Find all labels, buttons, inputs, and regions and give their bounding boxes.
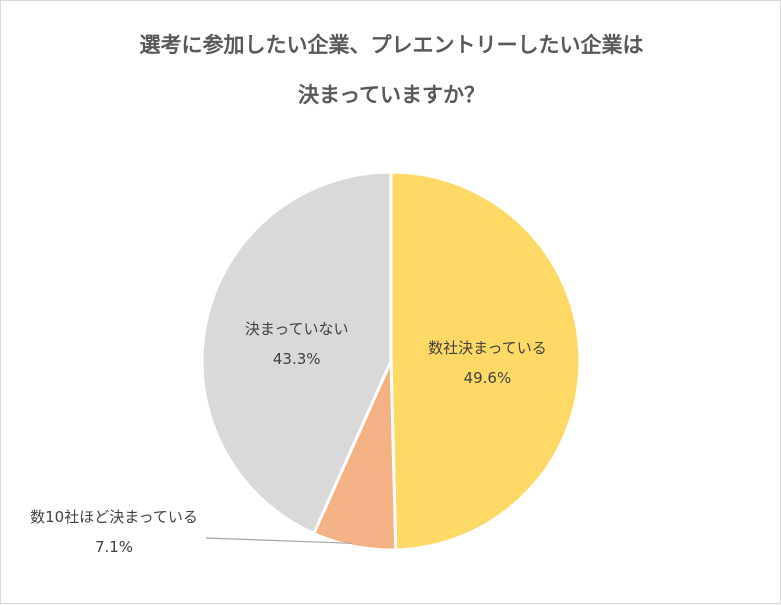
pie-labels: 数社決まっている 49.6% 決まっていない 43.3% 数10社ほど決まっている 7.1… [30, 320, 547, 556]
chart-title-line-1: 選考に参加したい企業、プレエントリーしたい企業は [139, 33, 644, 57]
pie-slice-several-companies [389, 170, 582, 552]
slice-label-not-decided: 決まっていない [245, 320, 349, 338]
slice-label-several-companies: 数社決まっている [428, 339, 547, 357]
leader-line-around-ten-companies [205, 537, 352, 544]
pie-slices [200, 170, 582, 552]
pie-slice-not-decided [200, 170, 393, 536]
slice-value-several-companies: 49.6% [464, 369, 512, 387]
slice-value-not-decided: 43.3% [273, 350, 321, 368]
slice-label-around-ten-companies: 数10社ほど決まっている [30, 508, 198, 526]
slice-value-around-ten-companies: 7.1% [95, 538, 133, 556]
chart-title-line-2: 決まっていますか？ [297, 83, 486, 107]
